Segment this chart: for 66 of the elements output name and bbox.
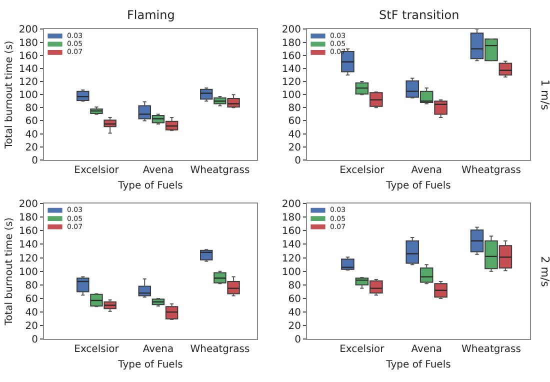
x-axis-title: Type of Fuels — [117, 180, 183, 192]
x-axis-title: Type of Fuels — [385, 360, 451, 371]
y-tick-label: 80 — [25, 103, 38, 114]
x-tick-label: Avena — [142, 344, 174, 356]
y-tick-label: 120 — [18, 77, 38, 88]
y-tick-label: 180 — [282, 212, 301, 224]
y-tick-label: 160 — [282, 226, 301, 238]
y-tick-label: 200 — [282, 24, 301, 36]
y-tick-label: 20 — [288, 142, 301, 154]
x-tick-label: Wheatgrass — [190, 164, 250, 176]
y-axis-title: Total burnout time (s) — [4, 217, 15, 326]
x-axis-title: Type of Fuels — [385, 180, 451, 192]
y-tick-label: 20 — [25, 321, 38, 332]
chart-title: Flaming — [127, 8, 175, 22]
y-tick-label: 100 — [18, 90, 38, 102]
y-tick-label: 60 — [25, 294, 38, 305]
y-tick-label: 80 — [25, 280, 38, 292]
y-tick-label: 180 — [282, 38, 301, 49]
y-tick-label: 40 — [25, 308, 38, 319]
y-tick-label: 140 — [282, 240, 301, 251]
y-tick-label: 120 — [282, 253, 301, 264]
x-tick-label: Excelsior — [74, 344, 120, 356]
y-tick-label: 80 — [288, 280, 301, 292]
x-tick-label: Wheatgrass — [462, 344, 521, 356]
y-tick-label: 100 — [282, 90, 301, 102]
y-tick-label: 40 — [288, 308, 301, 319]
y-tick-label: 180 — [18, 38, 38, 49]
x-tick-label: Avena — [142, 164, 174, 176]
y-tick-label: 200 — [282, 199, 301, 210]
y-tick-label: 100 — [282, 266, 301, 278]
x-tick-label: Excelsior — [74, 164, 120, 176]
y-tick-label: 0 — [294, 334, 301, 346]
y-tick-label: 100 — [18, 266, 38, 278]
y-tick-label: 160 — [18, 50, 38, 62]
x-tick-label: Wheatgrass — [190, 344, 250, 356]
y-tick-label: 0 — [32, 155, 38, 166]
y-tick-label: 0 — [32, 334, 38, 346]
y-tick-label: 20 — [288, 321, 301, 332]
y-tick-label: 160 — [282, 50, 301, 62]
y-tick-label: 200 — [18, 24, 38, 36]
y-tick-label: 140 — [282, 64, 301, 75]
y-tick-label: 60 — [25, 116, 38, 128]
x-tick-label: Excelsior — [340, 344, 386, 356]
text: 1 m/s — [538, 79, 550, 110]
text: 2 m/s — [538, 256, 550, 288]
y-tick-label: 140 — [18, 240, 38, 251]
y-tick-label: 120 — [282, 77, 301, 88]
y-tick-label: 80 — [288, 103, 301, 114]
y-tick-label: 40 — [25, 129, 38, 140]
y-tick-label: 60 — [288, 116, 301, 128]
y-tick-label: 60 — [288, 294, 301, 305]
y-tick-label: 160 — [18, 226, 38, 238]
y-tick-label: 40 — [288, 129, 301, 140]
y-tick-label: 0 — [294, 155, 301, 166]
x-axis-title: Type of Fuels — [117, 360, 183, 371]
x-tick-label: Wheatgrass — [462, 164, 521, 176]
y-tick-label: 120 — [18, 253, 38, 264]
y-axis-title: Total burnout time (s) — [4, 40, 15, 150]
x-tick-label: Avena — [411, 164, 442, 176]
chart-title: StF transition — [379, 8, 460, 22]
y-tick-label: 20 — [25, 142, 38, 154]
x-tick-label: Excelsior — [340, 164, 386, 176]
y-tick-label: 140 — [18, 64, 38, 75]
y-tick-label: 180 — [18, 212, 38, 224]
x-tick-label: Avena — [411, 344, 442, 356]
y-tick-label: 200 — [18, 199, 38, 210]
